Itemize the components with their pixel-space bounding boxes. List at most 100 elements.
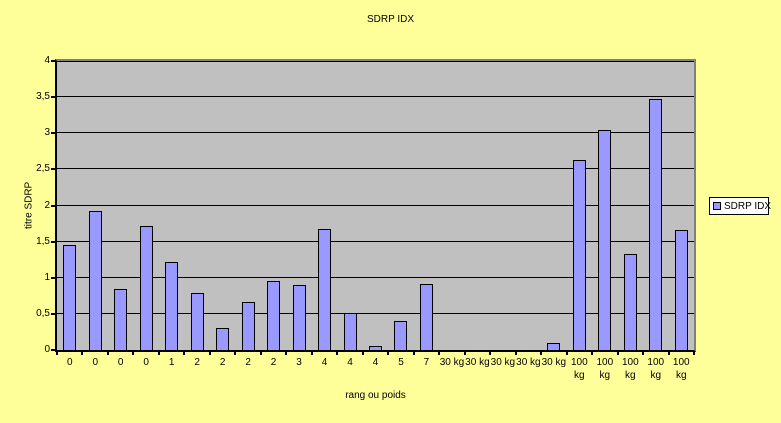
x-axis-tick [132,352,135,355]
x-axis-tick [438,352,441,355]
y-axis-tick [51,312,55,315]
bar [165,262,179,350]
bar [598,130,612,350]
x-axis-category-label: 4 [372,357,379,368]
y-axis-tick-label: 4 [44,55,50,66]
bar [241,302,255,350]
y-axis-tick [51,132,55,135]
x-axis-tick [412,352,415,355]
x-axis-tick [56,352,58,355]
x-axis-category-label: 100 kg [672,357,690,381]
bar [267,281,281,350]
gridline [57,132,694,134]
bar [318,229,332,350]
bar [88,211,102,350]
x-axis-category-label: 0 [92,357,98,368]
gridline [57,96,694,98]
x-axis-category-label: 2 [245,357,251,368]
x-axis-category-label: 3 [296,357,302,368]
bar [343,313,357,350]
x-axis-category-label: 5 [398,357,404,368]
x-axis-tick [514,352,517,355]
x-axis-tick [667,352,670,355]
legend: SDRP IDX [709,197,772,215]
x-axis-tick [616,352,619,355]
x-axis-tick [565,352,568,355]
chart-title: SDRP IDX [366,14,415,25]
y-axis-tick [51,168,55,171]
y-axis-tick-label: 3,5 [36,91,50,103]
x-axis-tick [336,352,339,355]
bar [394,321,408,350]
x-axis-tick [591,352,594,355]
x-axis-category-label: 4 [321,357,328,368]
x-axis-category-label: 7 [423,357,430,368]
y-axis-tick-label: 2 [44,199,50,211]
gridline [57,61,694,62]
y-axis-tick-label: 2,5 [36,163,50,175]
x-axis-category-label: 30 kg [516,357,541,368]
x-axis-category-label: 2 [270,357,277,368]
bar [547,343,561,350]
bar [114,289,128,350]
legend-label: SDRP IDX [724,200,772,212]
x-axis-category-label: 30 kg [439,357,465,368]
x-axis-tick [310,352,313,355]
gridline [57,312,694,314]
x-axis-tick [208,352,211,355]
x-axis-tick [234,352,237,355]
bar [139,226,153,350]
x-axis-tick [183,352,186,355]
x-axis-tick [463,352,466,355]
gridline [57,276,694,278]
x-axis-category-label: 30 kg [541,357,567,368]
x-axis-category-label: 100 kg [596,357,614,381]
y-axis-tick [51,204,55,207]
x-axis-tick [489,352,492,355]
y-axis-tick [51,276,55,279]
x-axis-category-label: 0 [117,357,124,368]
bar [63,245,77,350]
gridline [57,204,694,206]
y-axis-tick [51,60,55,62]
legend-marker-icon [713,202,721,210]
bar [369,346,382,350]
y-axis-tick-label: 0,5 [36,307,50,319]
y-axis-tick-label: 0 [44,344,50,355]
x-axis-category-label: 100 kg [570,357,588,381]
plot-area [55,59,696,352]
x-axis-tick [285,352,288,355]
y-axis-tick-label: 1,5 [36,235,50,247]
x-axis-tick [642,352,645,355]
bar [674,230,688,350]
bar [419,284,433,350]
bar [572,160,586,350]
x-axis-category-label: 2 [194,357,200,368]
x-axis-tick [540,352,543,355]
bar [623,254,637,350]
x-axis-category-label: 100 kg [647,357,665,381]
gridline [57,168,694,170]
y-axis-tick-label: 1 [44,271,50,283]
x-axis-tick [361,352,364,355]
x-axis-category-label: 100 kg [621,357,639,381]
x-axis-category-label: 4 [347,357,353,368]
x-axis-category-label: 0 [66,357,73,368]
x-axis-category-label: 0 [143,357,149,368]
bar [216,328,230,350]
x-axis-category-label: 2 [219,357,226,368]
x-axis-title: rang ou poids [345,390,406,401]
x-axis-category-label: 30 kg [465,357,490,368]
bar [190,293,204,350]
y-axis-tick-label: 3 [44,127,50,139]
x-axis-tick [106,352,109,355]
bar [649,99,663,350]
y-axis-tick [51,240,55,243]
bar [292,285,306,350]
x-axis-tick [693,352,695,355]
x-axis-tick [387,352,390,355]
y-axis-tick [51,96,55,99]
x-axis-tick [157,352,160,355]
x-axis-tick [259,352,262,355]
